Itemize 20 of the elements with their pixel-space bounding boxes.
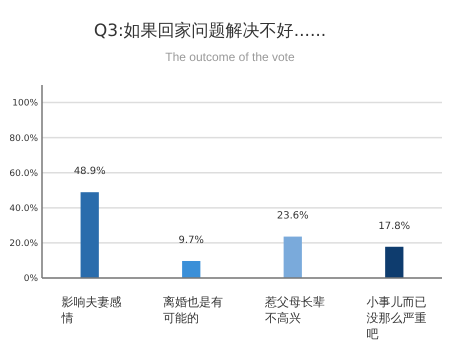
bar [385, 246, 404, 278]
bar [182, 260, 200, 278]
y-tick-label: 80.0% [9, 134, 38, 144]
x-tick-label: 小事儿而已没那么严重吧 [366, 295, 426, 341]
y-tick-label: 40.0% [9, 204, 38, 214]
y-tick-label: 60.0% [9, 168, 38, 179]
data-label: 48.9% [74, 166, 106, 178]
x-tick-label: 影响夫妻感情 [60, 295, 122, 325]
y-tick-label: 20.0% [9, 239, 38, 250]
data-label: 17.8% [378, 220, 410, 232]
bar [284, 236, 302, 278]
data-label: 9.7% [178, 234, 204, 246]
data-label: 23.6% [276, 210, 309, 222]
chart-title: Q3:如果回家问题解决不好...... [94, 21, 326, 41]
bar [80, 192, 99, 278]
y-tick-label: 0% [24, 274, 38, 284]
x-tick-label: 惹父母长辈不高兴 [264, 295, 325, 325]
chart-subtitle: The outcome of the vote [165, 50, 296, 64]
x-tick-label: 离婚也是有可能的 [163, 295, 224, 325]
y-tick-label: 100% [12, 98, 38, 109]
